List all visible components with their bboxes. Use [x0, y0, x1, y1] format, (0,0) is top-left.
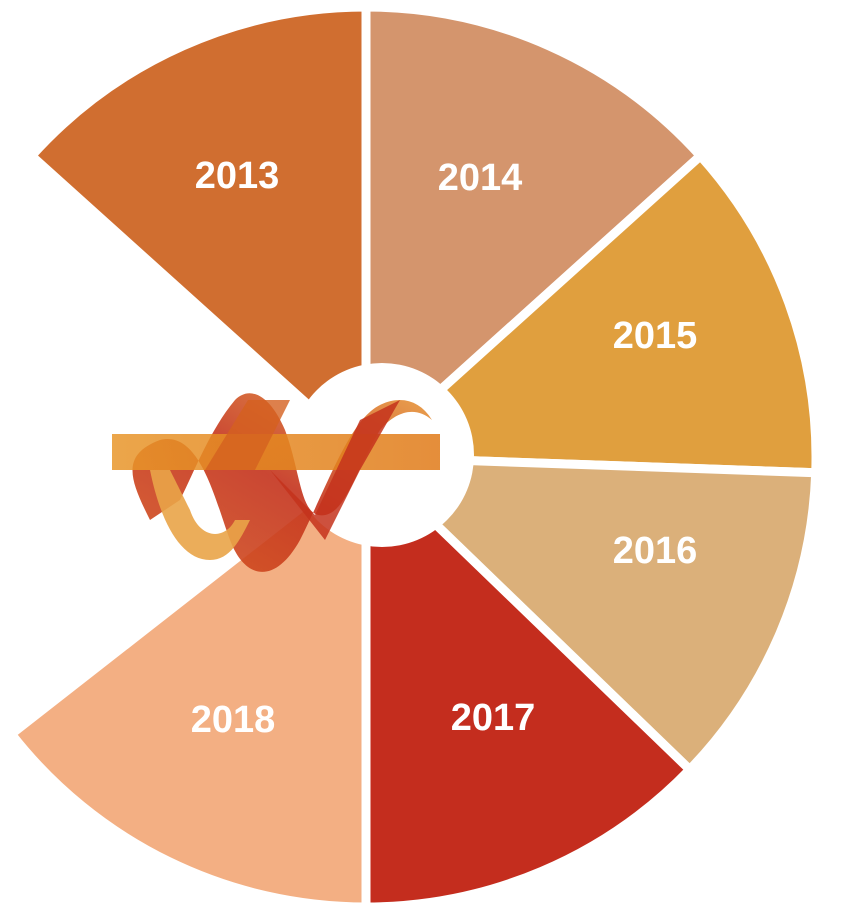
logo-stroke — [270, 400, 400, 540]
segment — [361, 2, 707, 468]
segment-label: 2016 — [613, 530, 698, 572]
segment-label: 2017 — [451, 697, 536, 739]
segment-label: 2014 — [438, 157, 523, 199]
logo-stroke — [150, 470, 250, 560]
segment — [354, 149, 821, 478]
segments — [5, 2, 821, 912]
segment-label: 2013 — [195, 155, 280, 197]
segment-label: 2018 — [191, 699, 276, 741]
segment — [361, 446, 697, 912]
segment-label: 2015 — [613, 315, 698, 357]
segment — [25, 2, 371, 468]
segment — [354, 452, 821, 776]
logo-stroke — [205, 400, 290, 470]
segment — [5, 447, 371, 912]
logo-bar — [112, 434, 440, 470]
logo — [112, 393, 440, 572]
